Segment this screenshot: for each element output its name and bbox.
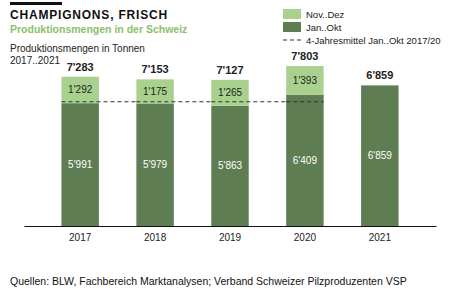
x-tick: 2019 (219, 226, 242, 243)
legend: Nov..Dez Jan..Okt 4-Jahresmittel Jan..Okt … (283, 9, 441, 46)
plot-area (61, 66, 398, 226)
legend-swatch (283, 22, 301, 32)
x-tick: 2021 (369, 226, 392, 243)
total-label: 7'803 (291, 50, 318, 62)
reference-line (61, 101, 136, 102)
x-tick: 2018 (144, 226, 167, 243)
data-label: 1'393 (293, 75, 318, 86)
bar (136, 79, 173, 103)
x-tick-label: 2017 (69, 232, 92, 243)
chart: CHAMPIGNONS, FRISCHProduktionsmengen in … (0, 0, 468, 292)
x-tick-label: 2019 (219, 232, 242, 243)
data-label: 5'991 (68, 159, 93, 170)
bar (211, 106, 248, 226)
data-labels: 5'991 5'979 5'863 6'409 6'859 1'292 1'175 1'265… (67, 50, 394, 171)
reference-line (286, 101, 323, 102)
legend-swatch (283, 39, 301, 40)
bar (286, 95, 323, 226)
x-tick-label: 2018 (144, 232, 167, 243)
legend-label: 4-Jahresmittel Jan..Okt 2017/20 (306, 35, 441, 46)
legend-label: Nov..Dez (306, 9, 345, 20)
data-label: 1'175 (143, 86, 168, 97)
x-tick: 2020 (294, 226, 317, 243)
x-tick-label: 2020 (294, 232, 317, 243)
total-label: 7'127 (216, 64, 243, 76)
data-label: 6'409 (293, 155, 318, 166)
title-rule (10, 2, 62, 5)
title: CHAMPIGNONS, FRISCH (10, 8, 168, 22)
subtitle: Produktionsmengen in der Schweiz (10, 23, 187, 35)
total-label: 6'859 (366, 69, 393, 81)
data-label: 1'265 (218, 87, 243, 98)
bar (61, 77, 98, 103)
bar (61, 103, 98, 226)
x-axis-line (25, 226, 437, 227)
data-label: 5'979 (143, 159, 168, 170)
total-label: 7'153 (142, 63, 169, 75)
reference-line (211, 101, 286, 102)
bar (361, 85, 398, 226)
x-axis: 2017 2018 2019 2020 2021 (25, 226, 437, 243)
bar (286, 66, 323, 95)
source: Quellen: BLW, Fachbereich Marktanalysen;… (10, 275, 407, 287)
legend-label: Jan..Okt (306, 22, 342, 33)
data-label: 5'863 (218, 160, 243, 171)
x-tick-label: 2021 (369, 232, 392, 243)
total-label: 7'283 (67, 61, 94, 73)
y-axis-title: Produktionsmengen in Tonnen (10, 43, 145, 54)
x-axis-title: 2017..2021 (10, 55, 60, 66)
reference-line (136, 101, 211, 102)
bar (136, 103, 173, 226)
legend-swatch (283, 9, 301, 19)
x-tick: 2017 (69, 226, 92, 243)
data-label: 1'292 (68, 84, 93, 95)
data-label: 6'859 (368, 150, 393, 161)
